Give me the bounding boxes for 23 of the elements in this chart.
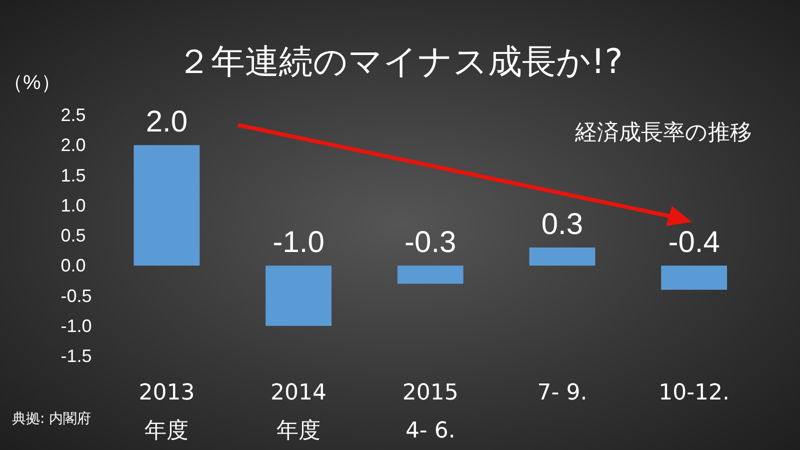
y-tick-label: 0.0 xyxy=(60,256,86,276)
y-tick-label: -1.5 xyxy=(60,346,92,366)
y-tick-label: 1.5 xyxy=(60,165,86,186)
x-tick-label: 7- 9. xyxy=(537,380,588,406)
data-label: -0.3 xyxy=(404,226,456,260)
data-label: 0.3 xyxy=(541,208,584,242)
y-axis-title: （%） xyxy=(2,72,61,94)
y-tick-label: 2.5 xyxy=(60,105,86,125)
annotation: 経済成長率の推移 xyxy=(574,120,752,146)
chart-title: ２年連続のマイナス成長か!? xyxy=(177,42,623,82)
data-label: 2.0 xyxy=(146,106,188,139)
text: 典拠: 内閣府 xyxy=(12,411,92,427)
x-tick-label: 2013 年度 xyxy=(138,380,195,444)
y-tick-label: 1.0 xyxy=(60,195,86,216)
y-tick-label: -1.0 xyxy=(60,316,92,336)
x-tick-label: 2014 年度 xyxy=(270,380,327,444)
y-tick-label: 0.5 xyxy=(60,226,86,246)
y-tick-label: 2.0 xyxy=(60,135,86,156)
data-label: -0.4 xyxy=(668,226,720,260)
y-tick-label: -0.5 xyxy=(60,286,92,306)
x-tick-label: 2015 4- 6. xyxy=(402,380,458,444)
x-tick-label: 10-12. xyxy=(658,380,730,406)
data-label: -1.0 xyxy=(272,226,324,260)
